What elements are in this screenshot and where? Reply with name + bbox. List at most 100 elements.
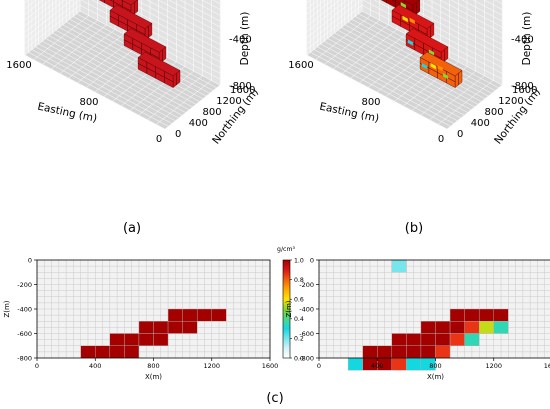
- grid-line: [24, 0, 66, 32]
- data-cell: [406, 333, 422, 346]
- data-cell: [435, 345, 451, 359]
- data-cell: [420, 321, 436, 334]
- data-cell: [182, 308, 198, 322]
- data-cell: [478, 321, 494, 334]
- x-tick-label: 1200: [203, 362, 220, 370]
- data-cell: [420, 333, 436, 346]
- x-tick-label: 1200: [485, 362, 502, 370]
- grid-line: [334, 32, 475, 108]
- grid-line: [24, 0, 44, 15]
- grid-line: [341, 27, 482, 102]
- depth-tick-label: -800: [229, 81, 252, 92]
- easting-tick-label: 1600: [288, 60, 313, 71]
- voxel-top: [120, 0, 138, 6]
- voxel-edge: [391, 15, 428, 35]
- data-cell: [406, 357, 422, 371]
- grid-line: [439, 0, 503, 33]
- colorbar-unit: g/cm³: [277, 246, 295, 253]
- grid-line: [62, 24, 203, 99]
- grid-line: [77, 38, 133, 83]
- x-tick-label: 400: [371, 362, 383, 370]
- grid-line: [66, 21, 207, 97]
- grid-line: [348, 21, 489, 97]
- data-cell: [167, 321, 183, 334]
- depth-axis-label: Depth (m): [239, 12, 251, 66]
- depth-tick-label: -400: [229, 35, 252, 46]
- grid-line: [24, 0, 37, 9]
- data-cell: [391, 333, 407, 346]
- data-cell: [167, 308, 183, 322]
- voxel-speck: [409, 17, 415, 24]
- data-cell: [435, 333, 451, 346]
- grid-line: [337, 30, 479, 105]
- grid-line: [55, 30, 197, 105]
- grid-line: [51, 24, 107, 70]
- data-cell: [449, 333, 465, 346]
- colorbar-tick-label: 0.6: [294, 297, 304, 304]
- data-cell: [80, 345, 96, 359]
- grid-line: [190, 0, 221, 16]
- y-tick-label: -200: [17, 281, 32, 289]
- data-cell: [391, 345, 407, 359]
- northing-tick-label: 0: [175, 129, 181, 140]
- grid-line: [368, 43, 424, 88]
- easting-tick-label: 0: [438, 134, 444, 145]
- grid-line: [306, 0, 319, 9]
- x-axis-label: X(m): [427, 373, 444, 381]
- y-tick-label: -400: [299, 306, 314, 314]
- grid-line: [168, 0, 221, 28]
- x-tick-label: 1600: [262, 362, 279, 370]
- grid-line: [359, 38, 415, 83]
- data-cell: [493, 321, 509, 334]
- voxel-edge: [109, 15, 146, 35]
- northing-tick-label: 1200: [498, 96, 523, 107]
- easting-tick-label: 0: [156, 134, 162, 145]
- colorbar-tick-label: 0.0: [294, 355, 304, 362]
- grid-line: [24, 0, 58, 27]
- data-cell: [391, 357, 407, 371]
- grid-line: [24, 0, 51, 21]
- panel-c-left-heatmap: 0 400 800 1200 1600 0 -200 -400 -600 -800 X(m) Z(m)…: [3, 246, 304, 381]
- y-tick-label: -200: [299, 281, 314, 289]
- voxel-edge: [123, 39, 160, 59]
- x-tick-label: 800: [147, 362, 159, 370]
- grid-line: [24, 0, 80, 44]
- northing-tick-label: 800: [203, 107, 222, 118]
- data-cell: [449, 308, 465, 322]
- grid-line: [341, 29, 398, 74]
- data-cell: [109, 333, 125, 346]
- x-axis-label: X(m): [145, 373, 162, 381]
- data-cell: [435, 321, 451, 334]
- voxel-top: [402, 0, 420, 6]
- grid-line: [395, 0, 503, 57]
- grid-line: [417, 0, 503, 45]
- data-cell: [464, 308, 480, 322]
- depth-tick-label: -800: [511, 81, 534, 92]
- data-cell: [196, 308, 212, 322]
- grid-line: [306, 10, 363, 56]
- grid-line: [306, 4, 363, 50]
- grid-line: [428, 0, 503, 39]
- depth-axis-label: Depth (m): [521, 12, 533, 66]
- grid-line: [333, 24, 389, 70]
- y-tick-label: -400: [17, 306, 32, 314]
- northing-tick-label: 400: [189, 118, 208, 129]
- grid-line: [306, 0, 340, 27]
- data-cell: [362, 345, 378, 359]
- colorbar-tick-label: 0.4: [294, 316, 304, 323]
- depth-tick-label: -400: [511, 35, 534, 46]
- data-cell: [347, 357, 363, 371]
- grid-line: [306, 0, 333, 21]
- data-cell: [95, 345, 111, 359]
- grid-line: [315, 15, 371, 60]
- y-axis-label: Z(m): [3, 300, 11, 317]
- grid-line: [450, 0, 503, 28]
- y-tick-label: -600: [299, 330, 314, 338]
- voxel-speck: [400, 2, 406, 9]
- colorbar-tick-label: 0.2: [294, 336, 304, 343]
- grid-line: [86, 43, 142, 88]
- voxel-speck: [442, 73, 449, 80]
- northing-tick-label: 1200: [216, 96, 241, 107]
- grid-line: [461, 0, 503, 22]
- grid-line: [344, 24, 485, 99]
